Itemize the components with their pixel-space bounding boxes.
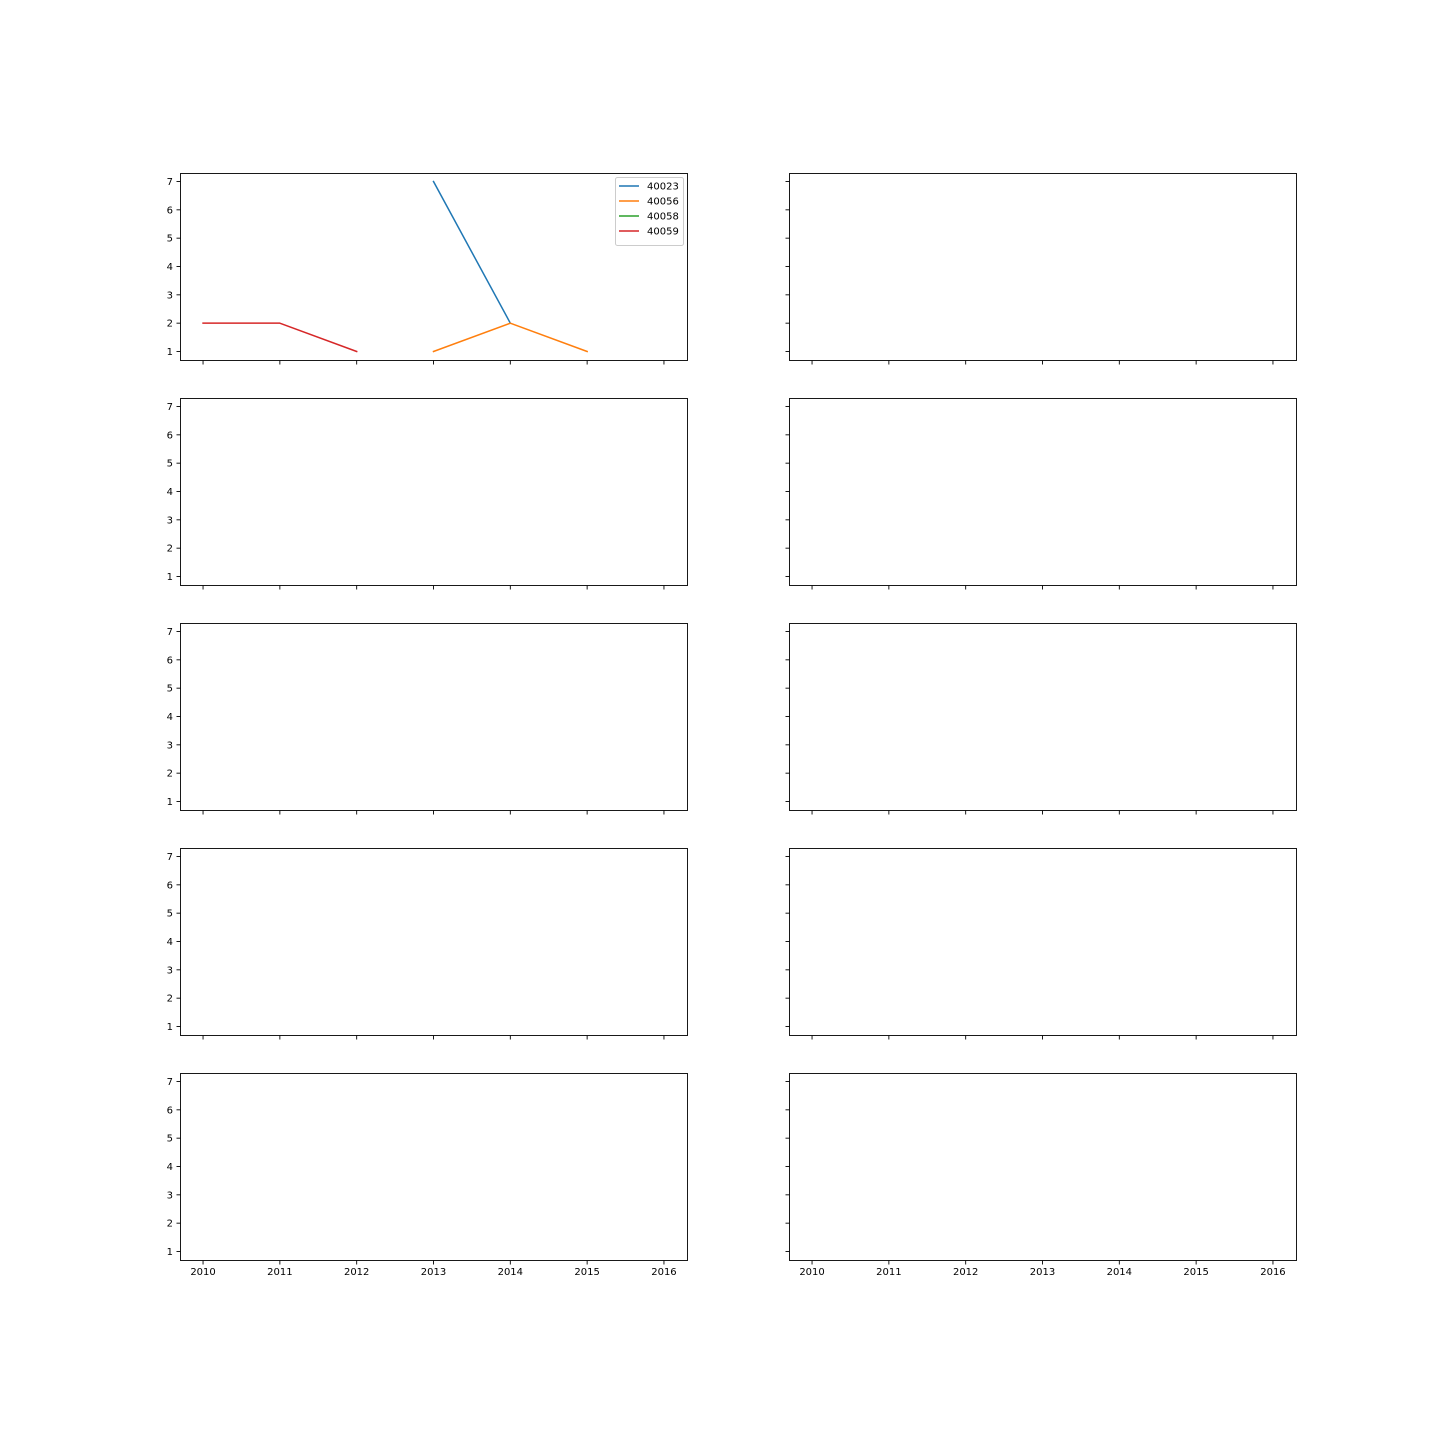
x-tick-label: 2010 (190, 1267, 215, 1278)
legend-label-40058: 40058 (647, 212, 679, 223)
y-tick-label: 1 (167, 572, 173, 583)
y-tick-label: 4 (167, 937, 173, 948)
subplot-5-2: 2010 2011 2012 2013 2014 2015 2016 (785, 1073, 1297, 1278)
axes-frame (180, 623, 688, 811)
legend-label-40056: 40056 (647, 197, 679, 208)
x-tick-label: 2013 (1030, 1267, 1055, 1278)
y-tick-label: 5 (167, 1134, 173, 1145)
y-tick-label: 4 (167, 1162, 173, 1173)
x-tick-label: 2016 (651, 1267, 676, 1278)
x-tick-label: 2014 (1107, 1267, 1132, 1278)
axes-frame (789, 173, 1297, 361)
x-tick-label: 2014 (498, 1267, 523, 1278)
legend-frame (615, 177, 684, 246)
axes-frame (789, 398, 1297, 586)
y-tick-label: 2 (167, 544, 173, 555)
axes-frame (180, 848, 688, 1036)
y-tick-label: 7 (167, 1077, 173, 1088)
axes-frame (789, 1073, 1297, 1261)
subplot-5-1: 2010 2011 2012 2013 2014 2015 2016 1 2 3 4 5 6 7 (167, 1073, 688, 1278)
y-tick-label: 2 (167, 319, 173, 330)
y-tick-label: 2 (167, 994, 173, 1005)
subplot-1-1: 1 2 3 4 5 6 7 40023 40056 40058 40059 (167, 173, 688, 365)
subplot-2-1: 1 2 3 4 5 6 7 (167, 398, 688, 590)
series-line-40059 (202, 322, 358, 353)
y-tick-label: 3 (167, 740, 173, 751)
x-tick-label: 2011 (267, 1267, 292, 1278)
x-tick-label: 2015 (574, 1267, 599, 1278)
subplot-3-2 (785, 623, 1297, 815)
series-lines (202, 180, 589, 353)
x-tick-label: 2012 (344, 1267, 369, 1278)
subplot-4-2 (785, 848, 1297, 1040)
subplot-4-1: 1 2 3 4 5 6 7 (167, 848, 688, 1040)
y-tick-label: 7 (167, 177, 173, 188)
y-tick-label: 5 (167, 459, 173, 470)
y-tick-label: 6 (167, 430, 173, 441)
subplot-3-1: 1 2 3 4 5 6 7 (167, 623, 688, 815)
subplot-1-2 (785, 173, 1297, 365)
y-tick-label: 2 (167, 1219, 173, 1230)
y-tick-label: 1 (167, 797, 173, 808)
y-tick-label: 7 (167, 627, 173, 638)
y-tick-label: 2 (167, 769, 173, 780)
axes-frame (180, 398, 688, 586)
y-tick-label: 4 (167, 262, 173, 273)
axes-frame (180, 1073, 688, 1261)
legend: 40023 40056 40058 40059 (615, 177, 684, 246)
y-tick-label: 4 (167, 487, 173, 498)
x-tick-label: 2011 (876, 1267, 901, 1278)
axes-frame (789, 848, 1297, 1036)
y-tick-label: 3 (167, 515, 173, 526)
x-tick-label: 2012 (953, 1267, 978, 1278)
y-tick-label: 5 (167, 234, 173, 245)
legend-label-40059: 40059 (647, 227, 679, 238)
y-tick-label: 6 (167, 655, 173, 666)
y-tick-label: 5 (167, 909, 173, 920)
x-tick-label: 2015 (1183, 1267, 1208, 1278)
y-tick-label: 6 (167, 1105, 173, 1116)
y-tick-label: 1 (167, 1247, 173, 1258)
x-tick-label: 2010 (799, 1267, 824, 1278)
series-line-40023 (432, 180, 512, 325)
legend-label-40023: 40023 (647, 182, 679, 193)
y-tick-label: 6 (167, 880, 173, 891)
series-line-40056 (432, 322, 589, 353)
axes-frame (789, 623, 1297, 811)
y-tick-label: 1 (167, 347, 173, 358)
y-tick-label: 6 (167, 205, 173, 216)
y-tick-label: 4 (167, 712, 173, 723)
subplot-2-2 (785, 398, 1297, 590)
y-tick-label: 7 (167, 402, 173, 413)
x-tick-label: 2013 (421, 1267, 446, 1278)
y-tick-label: 3 (167, 965, 173, 976)
y-tick-label: 5 (167, 684, 173, 695)
axes-frame (180, 173, 688, 361)
y-tick-label: 3 (167, 290, 173, 301)
y-tick-label: 3 (167, 1190, 173, 1201)
y-tick-label: 1 (167, 1022, 173, 1033)
y-tick-label: 7 (167, 852, 173, 863)
x-tick-label: 2016 (1260, 1267, 1285, 1278)
